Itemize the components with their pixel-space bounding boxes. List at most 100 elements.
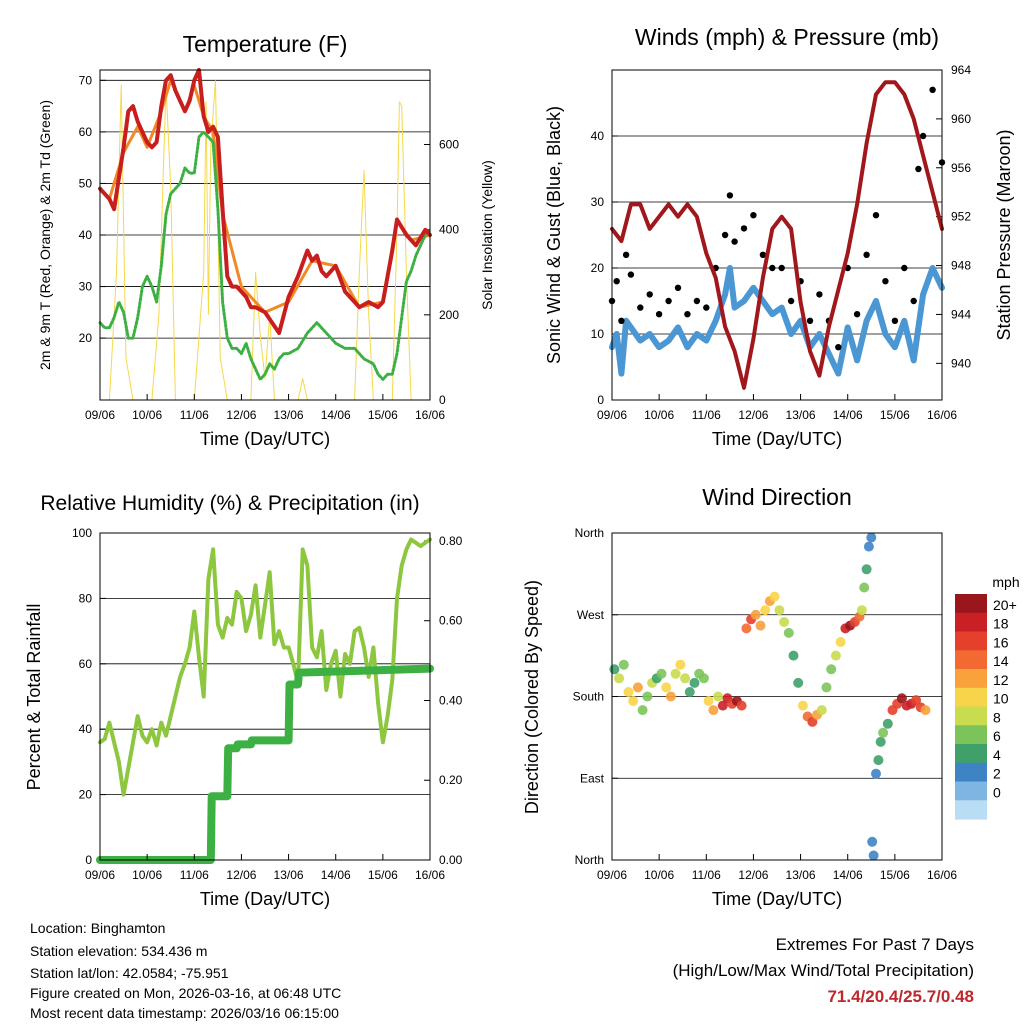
winds-gust-point (622, 251, 630, 258)
humidity-xtick-label: 13/06 (274, 868, 304, 882)
colorbar-label: 20+ (993, 597, 1017, 613)
colorbar-label: 16 (993, 634, 1009, 650)
humidity-ytick-right-label: 0.60 (439, 614, 463, 628)
temperature-xtick-label: 11/06 (180, 408, 209, 422)
wind-direction-point (826, 664, 837, 675)
winds-gust-point (919, 132, 927, 140)
temperature-ylabel-right: Solar Insolation (Yellow) (479, 160, 495, 310)
figure-created: Figure created on Mon, 2026-03-16, at 06… (30, 985, 342, 1001)
colorbar-title: mph (992, 574, 1019, 590)
colorbar-label: 0 (993, 784, 1001, 800)
wind-direction-point (816, 705, 827, 716)
extremes-title: Extremes For Past 7 Days (775, 935, 974, 954)
wind-direction-point (779, 617, 790, 627)
humidity-ytick-label: 100 (72, 526, 92, 540)
wind-direction-point (859, 582, 870, 593)
colorbar-swatch (955, 612, 987, 633)
winds-xlabel: Time (Day/UTC) (712, 429, 842, 449)
humidity-xtick-label: 09/06 (85, 868, 115, 882)
wind-direction-point (797, 700, 808, 711)
humidity-ytick-label: 60 (79, 657, 93, 671)
temperature-ytick-label: 20 (79, 331, 93, 345)
wind-direction-xlabel: Time (Day/UTC) (712, 889, 842, 909)
temperature-ytick-right-label: 600 (439, 138, 459, 152)
wind-direction-xtick-label: 10/06 (644, 868, 674, 882)
colorbar-label: 4 (993, 747, 1001, 763)
wind-direction-point (670, 668, 681, 679)
temperature-xtick-label: 12/06 (226, 408, 256, 422)
wind-direction-point (868, 850, 879, 861)
wind-direction-point (632, 682, 643, 693)
wind-direction-point (863, 541, 874, 552)
colorbar-swatch (955, 669, 987, 689)
winds-gust-point (693, 297, 701, 305)
wind-direction-ytick-label: West (577, 608, 605, 622)
colorbar-label: 12 (993, 672, 1009, 688)
wind-direction-point (774, 605, 785, 616)
wind-direction-point (656, 668, 667, 679)
temperature-dewpoint-line (98, 130, 432, 381)
winds-gust-point (665, 297, 672, 305)
winds-xtick-label: 15/06 (880, 408, 910, 422)
colorbar-label: 6 (993, 728, 1001, 744)
winds-ylabel-right: Station Pressure (Maroon) (994, 129, 1014, 340)
wind-direction-point (788, 650, 799, 661)
humidity-xtick-label: 11/06 (180, 868, 209, 882)
wind-direction-xtick-label: 12/06 (738, 868, 768, 882)
winds-xtick-label: 10/06 (644, 408, 674, 422)
winds-gust-point (872, 212, 880, 219)
winds-gust-point (731, 238, 738, 245)
wind-direction-point (675, 659, 686, 670)
wind-direction-title: Wind Direction (702, 484, 852, 510)
temperature-xtick-label: 16/06 (415, 408, 445, 422)
temperature-ytick-right-label: 200 (439, 308, 459, 322)
winds-gust-point (915, 165, 922, 173)
winds-ytick-label: 10 (591, 327, 605, 341)
wind-direction-ytick-label: North (575, 526, 604, 540)
wind-direction-point (830, 650, 841, 661)
wind-direction-point (861, 564, 872, 575)
temperature-ytick-label: 70 (79, 73, 93, 87)
wind-direction-ytick-label: South (573, 690, 604, 704)
temperature-xlabel: Time (Day/UTC) (200, 429, 330, 449)
wind-direction-frame (611, 532, 943, 861)
winds-ytick-label: 0 (597, 393, 604, 407)
wind-direction-point (680, 673, 691, 684)
wind-direction-point (783, 627, 794, 638)
wind-direction-point (684, 687, 695, 697)
temperature-2m-temp-line (98, 68, 432, 335)
winds-gust-point (806, 317, 814, 324)
humidity-xtick-label: 15/06 (368, 868, 398, 882)
winds-gust-point (910, 297, 917, 305)
wind-direction-point (637, 705, 648, 716)
humidity-ylabel-left: Percent & Total Rainfall (24, 604, 44, 791)
wind-direction-point (911, 695, 922, 706)
humidity-frame (99, 532, 431, 861)
colorbar-swatch (955, 744, 987, 764)
wind-direction-point (835, 637, 846, 647)
wind-direction-point (760, 605, 771, 616)
temperature-ytick-label: 30 (79, 280, 93, 294)
winds-gust-point (891, 317, 899, 324)
wind-direction-point (867, 836, 878, 847)
winds-gust-point (750, 212, 757, 219)
winds-xtick-label: 11/06 (692, 408, 721, 422)
temperature-ytick-right-label: 400 (439, 223, 459, 237)
extremes-values: 71.4/20.4/25.7/0.48 (827, 987, 974, 1006)
wind-direction-point (609, 664, 620, 675)
winds-xtick-label: 14/06 (833, 408, 863, 422)
winds-gust-point (703, 304, 710, 311)
colorbar-label: 8 (993, 709, 1001, 725)
winds-gust-point (613, 278, 620, 285)
winds-gust-point (646, 291, 653, 298)
winds-gust-point (787, 297, 795, 305)
humidity-xtick-label: 14/06 (321, 868, 351, 882)
colorbar-swatch (955, 706, 987, 726)
winds-xtick-label: 09/06 (597, 408, 627, 422)
colorbar-label: 2 (993, 766, 1001, 782)
humidity-xlabel: Time (Day/UTC) (200, 889, 330, 909)
wind-direction-point (875, 736, 886, 747)
colorbar-label: 10 (993, 691, 1009, 707)
winds-ytick-right-label: 944 (951, 307, 971, 321)
